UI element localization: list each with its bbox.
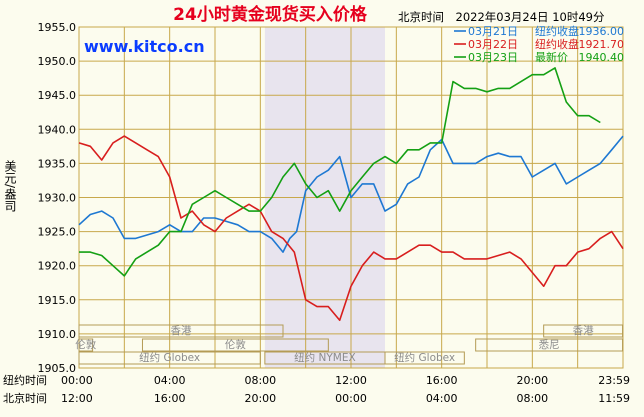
market-session-label: 香港 [171,325,192,337]
legend-date: 03月23日 [468,51,518,64]
y-axis-unit: 美元/盎司 [3,160,17,212]
y-tick-label: 1915.0 [38,294,77,307]
legend-label: 纽约收盘 [535,37,579,51]
bj-time-tick: 16:00 [154,392,186,405]
market-session-box [475,338,624,352]
market-session-box [78,351,261,365]
bj-time-tick: 04:00 [426,392,458,405]
market-session-label: 伦敦 [225,338,246,351]
header-time: 北京时间 2022年03月24日 10时49分 [398,10,605,24]
bj-time-tick: 00:00 [335,392,367,405]
bj-time-label: 北京时间 [3,391,47,405]
y-tick-label: 1930.0 [38,192,77,205]
y-tick-label: 1940.0 [38,123,77,136]
y-tick-label: 1950.0 [38,55,77,68]
market-session-label: 纽约 NYMEX [294,351,356,364]
market-session-box [543,324,624,338]
market-session-label: 悉尼 [539,339,560,351]
series-layer [78,67,624,322]
y-tick-label: 1920.0 [38,260,77,273]
bj-time-tick: 11:59 [598,392,630,405]
y-axis-unit-label: 美元/盎司 [3,160,17,212]
market-session-label: 香港 [573,325,594,337]
legend-label: 纽约收盘 [535,24,579,38]
market-session-box [141,338,329,352]
ny-time-tick: 20:00 [516,374,548,387]
bj-time-tick: 20:00 [244,392,276,405]
legend-label: 最新价 [535,50,568,64]
y-tick-label: 1955.0 [38,21,77,34]
series-line-1 [78,135,624,253]
bj-time-tick: 08:00 [516,392,548,405]
market-session-label: 纽约 Globex [139,351,200,364]
chart-title: 24小时黄金现货买入价格 [173,4,368,25]
y-tick-labels: 1905.0 1910.0 1915.0 1920.0 1925.0 1930.0 1935… [38,21,77,375]
y-tick-label: 1945.0 [38,89,77,102]
ny-time-tick: 08:00 [244,374,276,387]
plot-frame [78,26,624,369]
legend-date: 03月21日 [468,25,518,38]
ny-time-tick: 23:59 [598,374,630,387]
legend-value: 1936.00 [579,25,625,38]
series-line-3 [79,67,601,277]
y-tick-label: 1910.0 [38,328,77,341]
ny-time-tick: 04:00 [154,374,186,387]
market-session-box [78,324,284,338]
watermark: www.kitco.cn [84,37,205,56]
legend-value: 1921.70 [579,38,625,51]
ny-time-label: 纽约时间 [3,373,47,387]
ny-time-tick: 12:00 [335,374,367,387]
series-line-2 [78,135,624,322]
ny-time-tick: 16:00 [426,374,458,387]
y-tick-label: 1935.0 [38,157,77,170]
market-session-label: 纽约 Globex [394,351,455,364]
y-tick-label: 1925.0 [38,226,77,239]
market-session-box [78,338,94,352]
y-tick-label: 1905.0 [38,362,77,375]
legend-value: 1940.40 [579,51,625,64]
market-session-box [384,351,465,365]
ny-time-tick: 00:00 [61,374,93,387]
legend-date: 03月22日 [468,38,518,51]
market-session-label: 伦敦 [75,338,96,351]
bj-time-tick: 12:00 [61,392,93,405]
